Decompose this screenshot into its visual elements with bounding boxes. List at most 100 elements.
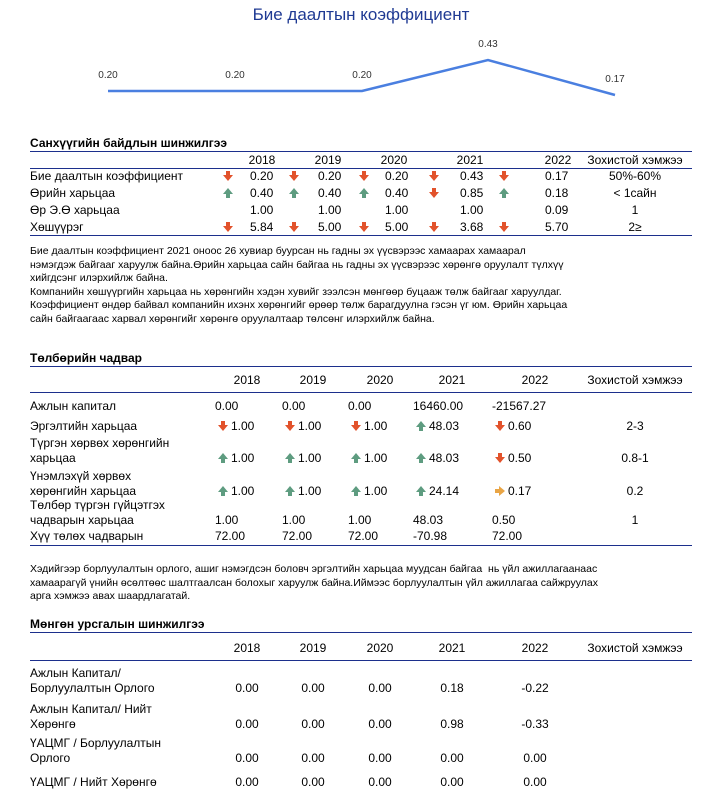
cell-value: 1.00 <box>385 203 409 217</box>
arrow-icon <box>218 453 228 463</box>
row-label: Ажлын капитал <box>30 398 117 413</box>
cell-value: 72.00 <box>492 529 523 543</box>
cell-value: 0.00 <box>368 751 392 765</box>
cell-value: 0.18 <box>440 681 464 695</box>
cell-value: 48.03 <box>413 513 444 527</box>
cell-value: 1.00 <box>298 484 322 498</box>
column-header: Зохистой хэмжээ <box>587 373 683 387</box>
arrow-icon <box>495 453 505 463</box>
arrow-icon <box>289 188 299 198</box>
arrow-shape <box>495 453 505 463</box>
cell-value: 72.00 <box>348 529 379 543</box>
arrow-icon <box>499 171 509 181</box>
arrow-icon <box>285 421 295 431</box>
cell-value: 1.00 <box>364 451 388 465</box>
paragraph-line: нэмэгдэж байгааг харуулж байна.Өрийн хар… <box>30 258 564 271</box>
arrow-shape <box>285 421 295 431</box>
column-header: 2020 <box>380 153 408 167</box>
cell-value: -0.33 <box>521 717 549 731</box>
column-header: 2020 <box>366 373 394 387</box>
cell-value: 0.00 <box>235 775 259 789</box>
cell-value: 5.00 <box>318 220 342 234</box>
cell-value: 0.17 <box>545 169 569 183</box>
cell-value: 5.84 <box>250 220 274 234</box>
arrow-shape <box>359 171 369 181</box>
arrow-shape <box>285 453 295 463</box>
arrow-shape <box>416 421 426 431</box>
rule <box>30 235 692 236</box>
line <box>108 58 616 97</box>
arrow-icon <box>499 188 509 198</box>
arrow-icon <box>223 188 233 198</box>
arrow-shape <box>289 171 299 181</box>
arrow-shape <box>359 222 369 232</box>
cell-value: 0.00 <box>301 681 325 695</box>
arrow-icon <box>351 486 361 496</box>
cell-value: 0.09 <box>545 203 569 217</box>
norm-value: 0.2 <box>626 484 644 498</box>
arrow-shape <box>429 222 439 232</box>
cell-value: 1.00 <box>215 513 239 527</box>
row-label: Өрийн харьцаа <box>30 185 116 200</box>
arrow-shape <box>499 222 509 232</box>
data-label: 0.20 <box>225 70 245 81</box>
paragraph-line: Бие даалтын коэффициент 2021 оноос 26 ху… <box>30 245 526 257</box>
cell-value: -21567.27 <box>492 399 547 413</box>
row-label: ҮАЦМГ / Борлуулалтын Орлого <box>30 735 162 765</box>
arrow-icon <box>289 171 299 181</box>
cell-value: 5.70 <box>545 220 569 234</box>
arrow-icon <box>223 171 233 181</box>
chart: Бие даалтын коэффициент 0.20 0.20 0.20 0.43… <box>98 5 625 97</box>
cell-value: 0.00 <box>215 399 239 413</box>
row-label: Үнэмлэхүй хөрвөх хөрөнгийн харьцаа <box>30 468 137 498</box>
cell-value: 72.00 <box>282 529 313 543</box>
cell-value: 1.00 <box>282 513 306 527</box>
row-label: Хүү төлөх чадварын <box>30 528 144 543</box>
cell-value: 0.20 <box>250 169 274 183</box>
arrow-icon <box>359 222 369 232</box>
rule <box>30 392 692 393</box>
arrow-icon <box>429 188 439 198</box>
rule <box>30 366 692 367</box>
cell-value: 1.00 <box>364 419 388 433</box>
row-label: ҮАЦМГ / Нийт Хөрөнгө <box>30 774 157 789</box>
cell-value: 0.40 <box>318 186 342 200</box>
cell-value: 0.00 <box>301 751 325 765</box>
rule <box>30 545 692 546</box>
cell-value: 0.60 <box>508 419 532 433</box>
cell-value: 0.17 <box>508 484 532 498</box>
arrow-shape <box>223 222 233 232</box>
cell-value: 0.00 <box>235 751 259 765</box>
row-label: Хөшүүрэг <box>30 219 84 234</box>
arrow-shape <box>499 188 509 198</box>
cell-value: 1.00 <box>460 203 484 217</box>
cell-value: 0.40 <box>385 186 409 200</box>
column-header: 2022 <box>521 373 549 387</box>
column-header: 2021 <box>456 153 484 167</box>
arrow-icon <box>289 222 299 232</box>
arrow-icon <box>218 421 228 431</box>
cell-value: 0.00 <box>368 775 392 789</box>
arrow-shape <box>351 486 361 496</box>
cell-value: 1.00 <box>250 203 274 217</box>
cell-value: 0.50 <box>508 451 532 465</box>
cell-value: 3.68 <box>460 220 484 234</box>
arrow-icon <box>359 188 369 198</box>
rule <box>30 168 692 169</box>
cell-value: 0.18 <box>545 186 569 200</box>
cell-value: 0.40 <box>250 186 274 200</box>
section-title: Төлбөрийн чадвар <box>30 351 143 365</box>
paragraph-line: арга хэмжээ авах шаардлагатай. <box>30 590 191 602</box>
cell-value: 0.50 <box>492 513 516 527</box>
row-label: Ажлын Капитал/ Борлуулалтын Орлого <box>30 665 155 695</box>
column-header: Зохистой хэмжээ <box>587 153 683 167</box>
cell-value: 0.43 <box>460 169 484 183</box>
arrow-icon <box>351 453 361 463</box>
arrow-icon <box>495 421 505 431</box>
arrow-icon <box>495 486 505 496</box>
column-header: 2019 <box>299 373 327 387</box>
cell-value: 0.85 <box>460 186 484 200</box>
norm-value: < 1сайн <box>613 186 657 200</box>
cell-value: 1.00 <box>298 419 322 433</box>
cell-value: 16460.00 <box>413 399 464 413</box>
